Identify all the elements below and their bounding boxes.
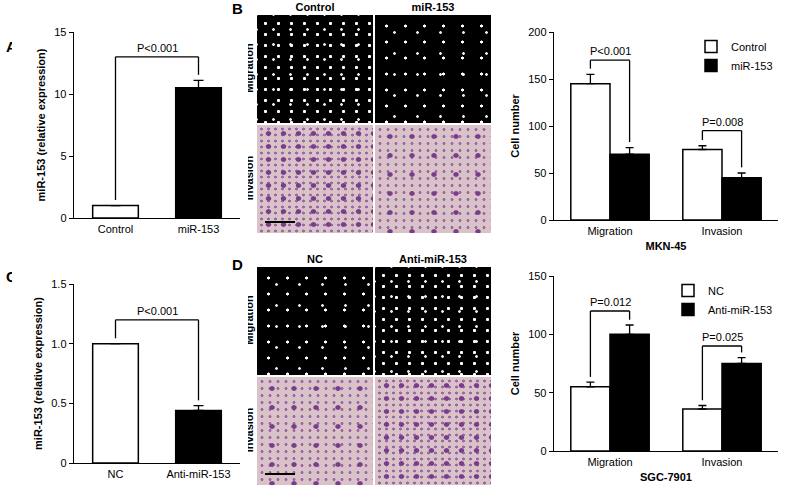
svg-text:200: 200 <box>528 26 546 38</box>
svg-text:150: 150 <box>528 270 546 282</box>
html-text:Migration: Migration <box>243 43 255 93</box>
svg-text:50: 50 <box>534 387 546 399</box>
svg-text:Control: Control <box>98 223 133 235</box>
html-text:D: D <box>232 256 243 273</box>
svg-text:P<0.001: P<0.001 <box>137 42 178 54</box>
svg-text:Migration: Migration <box>587 225 632 237</box>
svg-text:Anti-miR-153: Anti-miR-153 <box>708 304 772 316</box>
svg-text:Anti-miR-153: Anti-miR-153 <box>166 468 230 480</box>
svg-text:miR-153: miR-153 <box>731 60 773 72</box>
html-text:B: B <box>232 0 243 17</box>
html-text:NC: NC <box>307 253 323 265</box>
svg-text:miR-153 (relative expression): miR-153 (relative expression) <box>32 297 44 450</box>
svg-text:P<0.001: P<0.001 <box>590 45 631 57</box>
html-text:C: C <box>6 268 17 285</box>
svg-text:Cell number: Cell number <box>509 94 521 158</box>
svg-text:Control: Control <box>731 41 766 53</box>
html-text:Anti-miR-153: Anti-miR-153 <box>399 253 467 265</box>
svg-text:Migration: Migration <box>587 456 632 468</box>
svg-text:MKN-45: MKN-45 <box>646 240 687 252</box>
svg-text:1.0: 1.0 <box>51 338 66 350</box>
svg-text:50: 50 <box>534 167 546 179</box>
svg-text:Invasion: Invasion <box>702 225 743 237</box>
svg-text:0: 0 <box>60 457 66 469</box>
html-text:Invasion: Invasion <box>243 407 255 453</box>
svg-text:0: 0 <box>540 214 546 226</box>
svg-text:miR-153 (relative expression): miR-153 (relative expression) <box>35 48 47 201</box>
svg-text:1.5: 1.5 <box>51 278 66 290</box>
html-text:miR-153: miR-153 <box>411 1 455 13</box>
html-text:A: A <box>6 38 17 55</box>
svg-text:15: 15 <box>54 26 66 38</box>
svg-text:NC: NC <box>708 285 724 297</box>
html-text:Invasion: Invasion <box>243 155 255 201</box>
svg-text:Invasion: Invasion <box>702 456 743 468</box>
svg-text:150: 150 <box>528 73 546 85</box>
svg-text:miR-153: miR-153 <box>178 223 220 235</box>
svg-text:P=0.025: P=0.025 <box>702 331 743 343</box>
svg-text:P=0.008: P=0.008 <box>702 116 743 128</box>
svg-text:P<0.001: P<0.001 <box>137 305 178 317</box>
svg-text:5: 5 <box>60 150 66 162</box>
svg-text:10: 10 <box>54 88 66 100</box>
html-text:Migration: Migration <box>243 295 255 345</box>
html-text:Control: Control <box>295 1 335 13</box>
svg-text:0.5: 0.5 <box>51 397 66 409</box>
svg-text:100: 100 <box>528 328 546 340</box>
svg-text:Cell number: Cell number <box>509 331 521 395</box>
svg-text:P=0.012: P=0.012 <box>590 296 631 308</box>
svg-text:0: 0 <box>540 445 546 457</box>
svg-text:SGC-7901: SGC-7901 <box>640 471 692 483</box>
svg-text:NC: NC <box>108 468 124 480</box>
svg-text:0: 0 <box>60 212 66 224</box>
svg-text:100: 100 <box>528 120 546 132</box>
